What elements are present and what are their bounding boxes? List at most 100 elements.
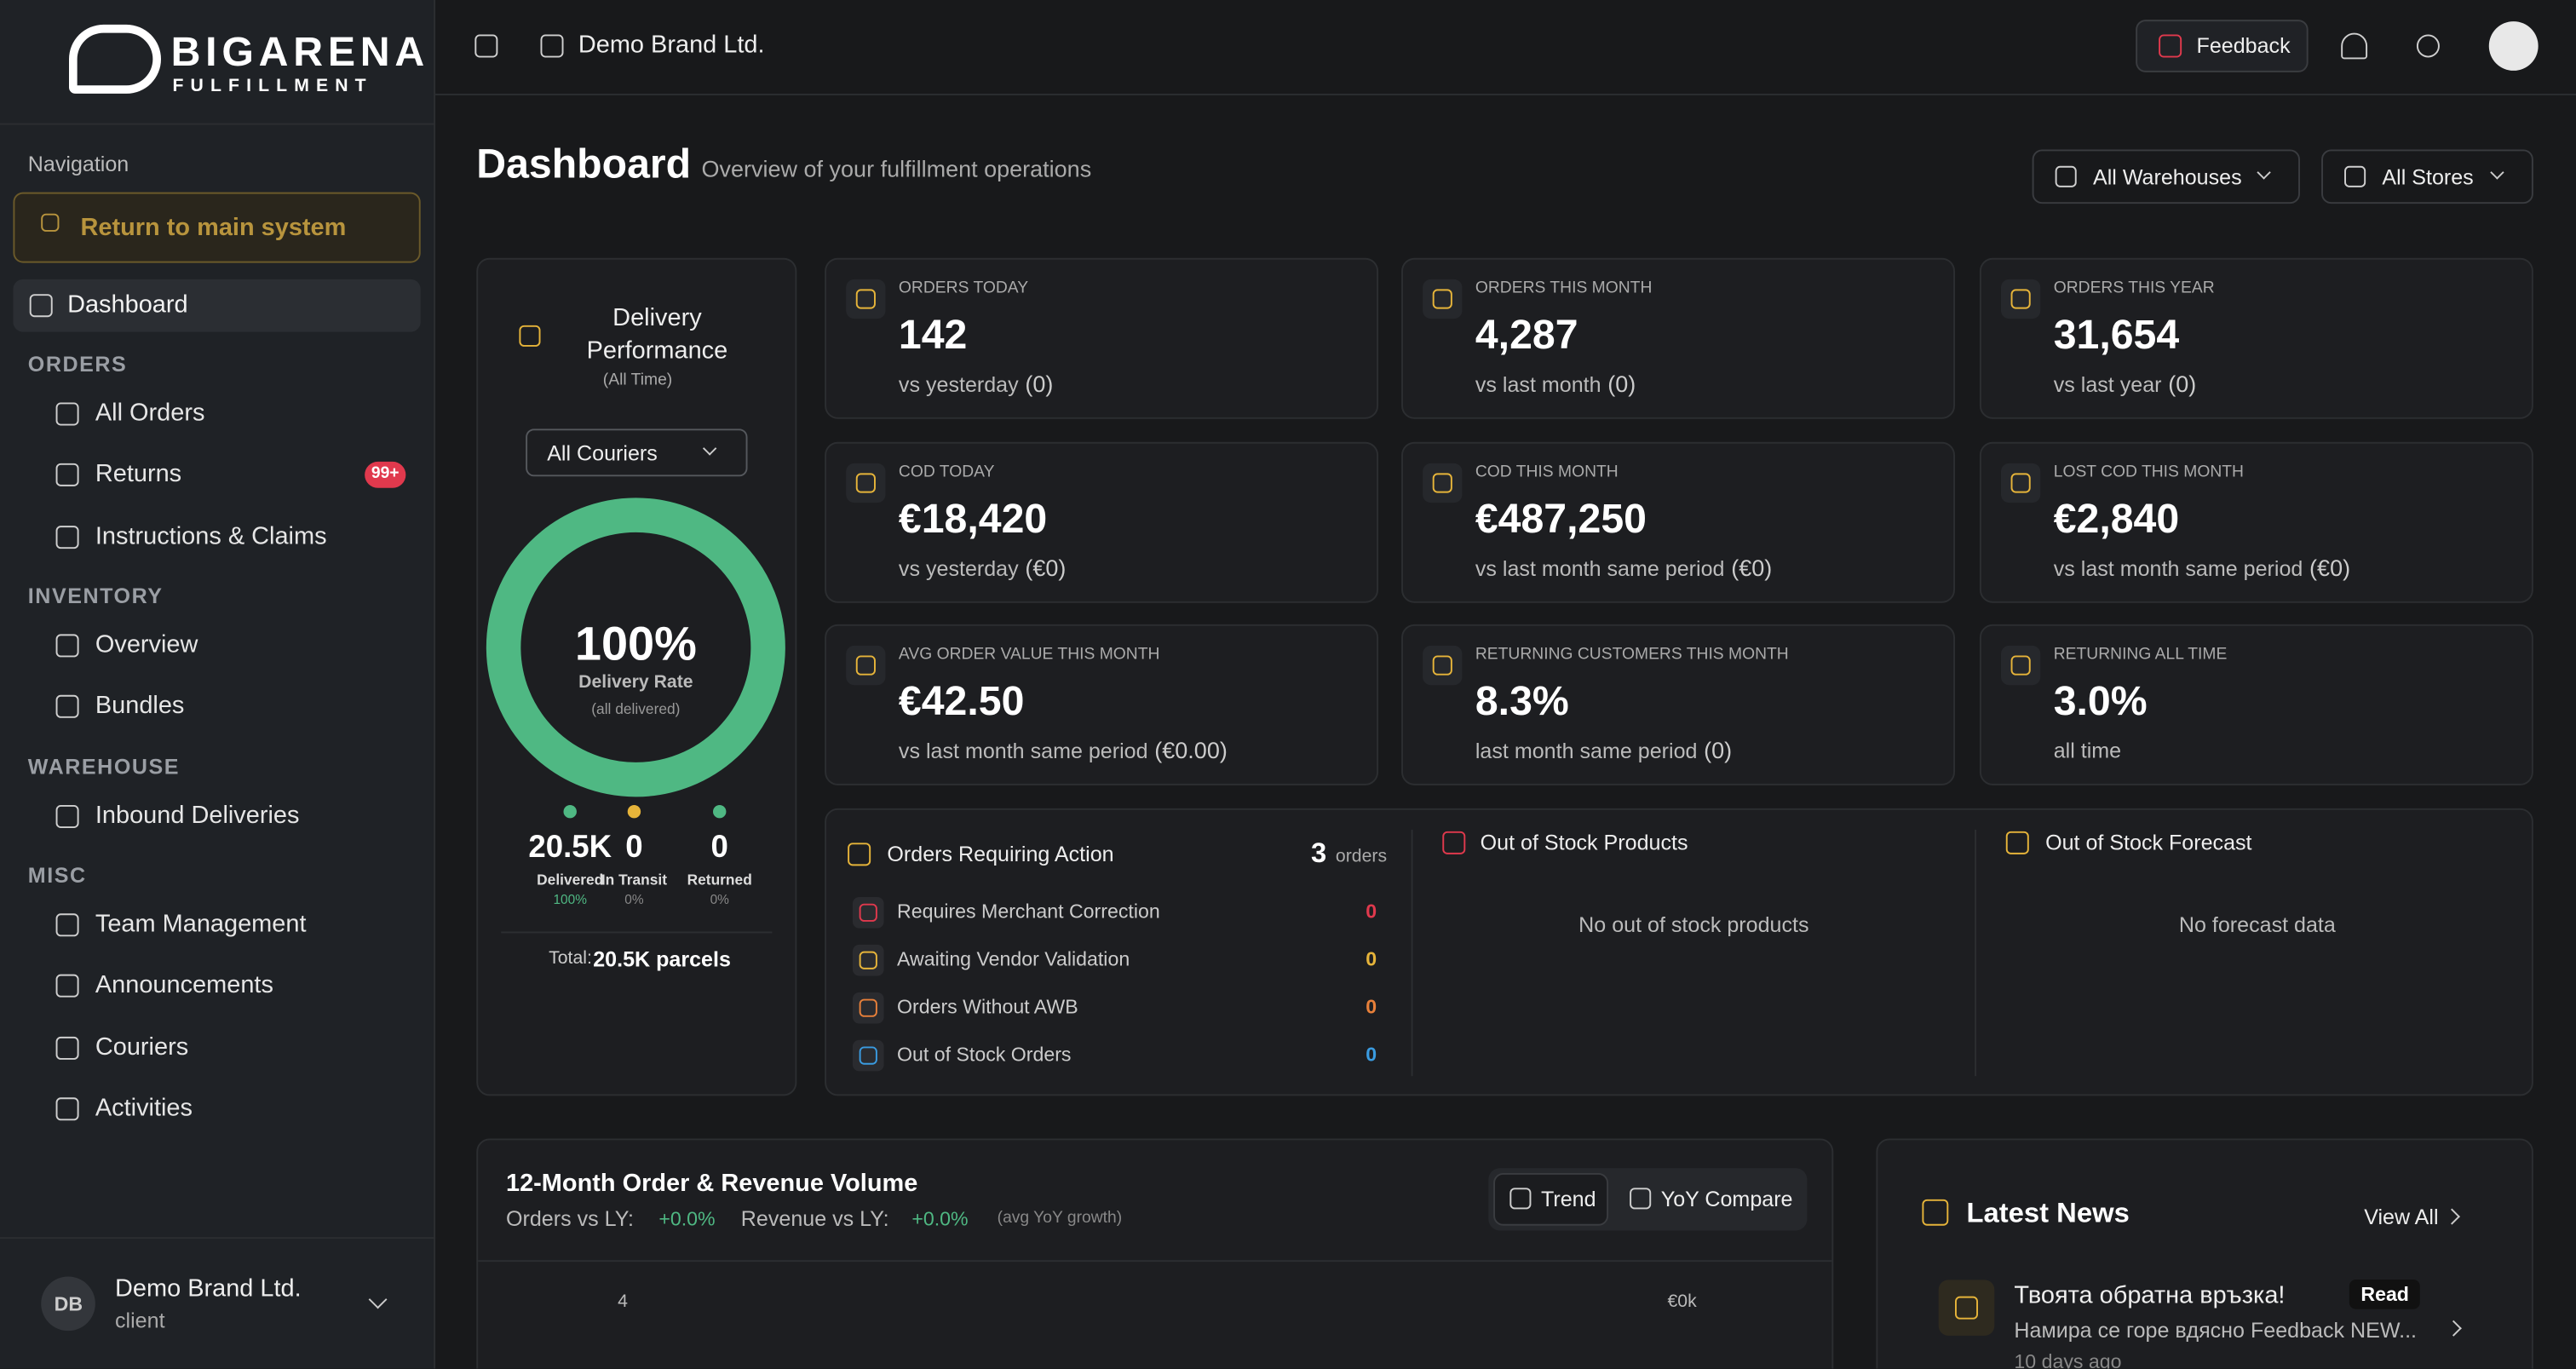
stat-icon bbox=[1432, 289, 1452, 309]
stat-card bbox=[825, 257, 1379, 419]
status-label: Returned bbox=[687, 871, 752, 889]
nav-icon bbox=[55, 804, 79, 828]
stat-delta: (0) bbox=[1704, 737, 1733, 764]
profile-avatar[interactable] bbox=[2488, 21, 2539, 71]
nav-item: Couriers bbox=[95, 1033, 189, 1061]
stat-label: RETURNING CUSTOMERS THIS MONTH bbox=[1475, 645, 1789, 664]
orders-growth: +0.0% bbox=[658, 1207, 716, 1231]
nav-icon bbox=[55, 463, 79, 487]
return-button[interactable] bbox=[13, 192, 421, 263]
tab-active[interactable] bbox=[1493, 1172, 1609, 1226]
nav-section: INVENTORY bbox=[27, 584, 164, 608]
stat-card bbox=[1401, 257, 1955, 419]
feedback-button[interactable] bbox=[2136, 20, 2309, 72]
stat-icon-bg bbox=[1423, 645, 1463, 686]
action-icon-bg bbox=[852, 944, 884, 976]
action-icon bbox=[859, 951, 877, 969]
header-bar bbox=[435, 0, 2576, 95]
tab-label: YoY Compare bbox=[1660, 1186, 1793, 1211]
nav-icon bbox=[55, 402, 79, 426]
theme-button[interactable] bbox=[2416, 34, 2440, 58]
stat-compare: vs last year (0) bbox=[2053, 371, 2197, 397]
volume-title: 12-Month Order & Revenue Volume bbox=[505, 1170, 918, 1198]
nav-section: WAREHOUSE bbox=[27, 754, 181, 779]
action-label: Awaiting Vendor Validation bbox=[896, 947, 1130, 971]
stat-compare: vs last month same period (€0.00) bbox=[898, 737, 1228, 764]
panel-divider bbox=[1975, 829, 1977, 1077]
stat-value: €42.50 bbox=[898, 678, 1025, 725]
sidebar-toggle bbox=[474, 34, 498, 58]
stat-value: 31,654 bbox=[2053, 312, 2180, 359]
nav-icon bbox=[55, 913, 79, 937]
stat-compare: vs yesterday (0) bbox=[898, 371, 1054, 397]
return-label: Return to main system bbox=[80, 213, 347, 242]
nav-active[interactable] bbox=[13, 279, 421, 332]
stat-compare: vs last month (0) bbox=[1475, 371, 1636, 397]
action-label: Out of Stock Orders bbox=[896, 1043, 1072, 1067]
delivery-rate-note: (all delivered) bbox=[591, 700, 681, 718]
nav-item: Returns bbox=[95, 460, 182, 489]
actions-count: 3 bbox=[1310, 837, 1327, 869]
nav-item: Bundles bbox=[95, 692, 185, 721]
tab-icon bbox=[1509, 1188, 1532, 1210]
user-initials: DB bbox=[54, 1292, 83, 1316]
news-icon bbox=[1954, 1296, 1978, 1320]
growth-note: (avg YoY growth) bbox=[997, 1209, 1123, 1228]
revenue-growth: +0.0% bbox=[911, 1207, 969, 1231]
status-dot bbox=[627, 804, 641, 819]
nav-icon bbox=[55, 1036, 79, 1060]
truck-icon bbox=[519, 325, 541, 347]
stat-icon bbox=[2010, 289, 2031, 309]
orders-growth-label: Orders vs LY: bbox=[505, 1205, 635, 1231]
nav-item: Team Management bbox=[95, 910, 307, 939]
stat-icon bbox=[2010, 655, 2031, 676]
stat-compare: vs last month same period (€0) bbox=[2053, 555, 2351, 581]
actions-unit: orders bbox=[1335, 846, 1388, 867]
filter-label: All Warehouses bbox=[2092, 164, 2242, 190]
y-axis-label: 4 bbox=[618, 1291, 628, 1312]
status-pct: 100% bbox=[553, 892, 587, 907]
news-badge: Read bbox=[2349, 1279, 2421, 1310]
stat-delta: (€0) bbox=[2309, 555, 2351, 581]
stat-label: ORDERS THIS MONTH bbox=[1475, 279, 1653, 298]
stat-compare: vs yesterday (€0) bbox=[898, 555, 1067, 581]
user-avatar bbox=[41, 1276, 95, 1332]
view-all[interactable]: View All bbox=[2364, 1205, 2439, 1229]
stat-value: €487,250 bbox=[1475, 496, 1647, 543]
nav-icon bbox=[55, 525, 79, 549]
news-item-time: 10 days ago bbox=[2014, 1349, 2122, 1369]
courier-select[interactable] bbox=[526, 429, 748, 477]
feedback-label: Feedback bbox=[2196, 32, 2291, 58]
stat-icon-bg bbox=[2000, 463, 2041, 503]
nav-section: MISC bbox=[27, 862, 87, 888]
stat-value: 142 bbox=[898, 312, 968, 359]
action-value: 0 bbox=[1366, 947, 1377, 971]
delivery-rate: 100% bbox=[574, 618, 697, 672]
sidebar-divider bbox=[0, 123, 436, 125]
page-title: Dashboard bbox=[476, 141, 692, 187]
y2-axis-label: €0k bbox=[1667, 1291, 1697, 1312]
courier-label: All Couriers bbox=[547, 440, 658, 466]
stat-card bbox=[825, 624, 1379, 785]
tab-icon bbox=[1630, 1188, 1652, 1210]
stat-card bbox=[1979, 441, 2533, 603]
stock-empty: No out of stock products bbox=[1578, 912, 1809, 937]
stat-delta: (0) bbox=[2168, 371, 2197, 397]
action-label: Orders Without AWB bbox=[896, 995, 1078, 1019]
bell-button[interactable] bbox=[2341, 32, 2368, 60]
filter-select[interactable] bbox=[2032, 149, 2300, 204]
stat-icon-bg bbox=[846, 463, 886, 503]
filter-select[interactable] bbox=[2321, 149, 2533, 204]
nav-icon bbox=[55, 634, 79, 658]
filter-label: All Stores bbox=[2382, 164, 2474, 190]
stat-label: ORDERS TODAY bbox=[898, 279, 1029, 298]
brand-name: BIGARENA bbox=[170, 29, 430, 76]
stat-icon bbox=[855, 289, 876, 309]
user-role: client bbox=[114, 1308, 165, 1333]
nav-item: Inbound Deliveries bbox=[95, 802, 300, 830]
chart-divider bbox=[478, 1260, 1832, 1263]
panel-divider bbox=[1411, 829, 1413, 1077]
stat-compare: last month same period (0) bbox=[1475, 737, 1733, 764]
news-item-body: Намира се горе вдясно Feedback NEW... bbox=[2014, 1318, 2418, 1343]
